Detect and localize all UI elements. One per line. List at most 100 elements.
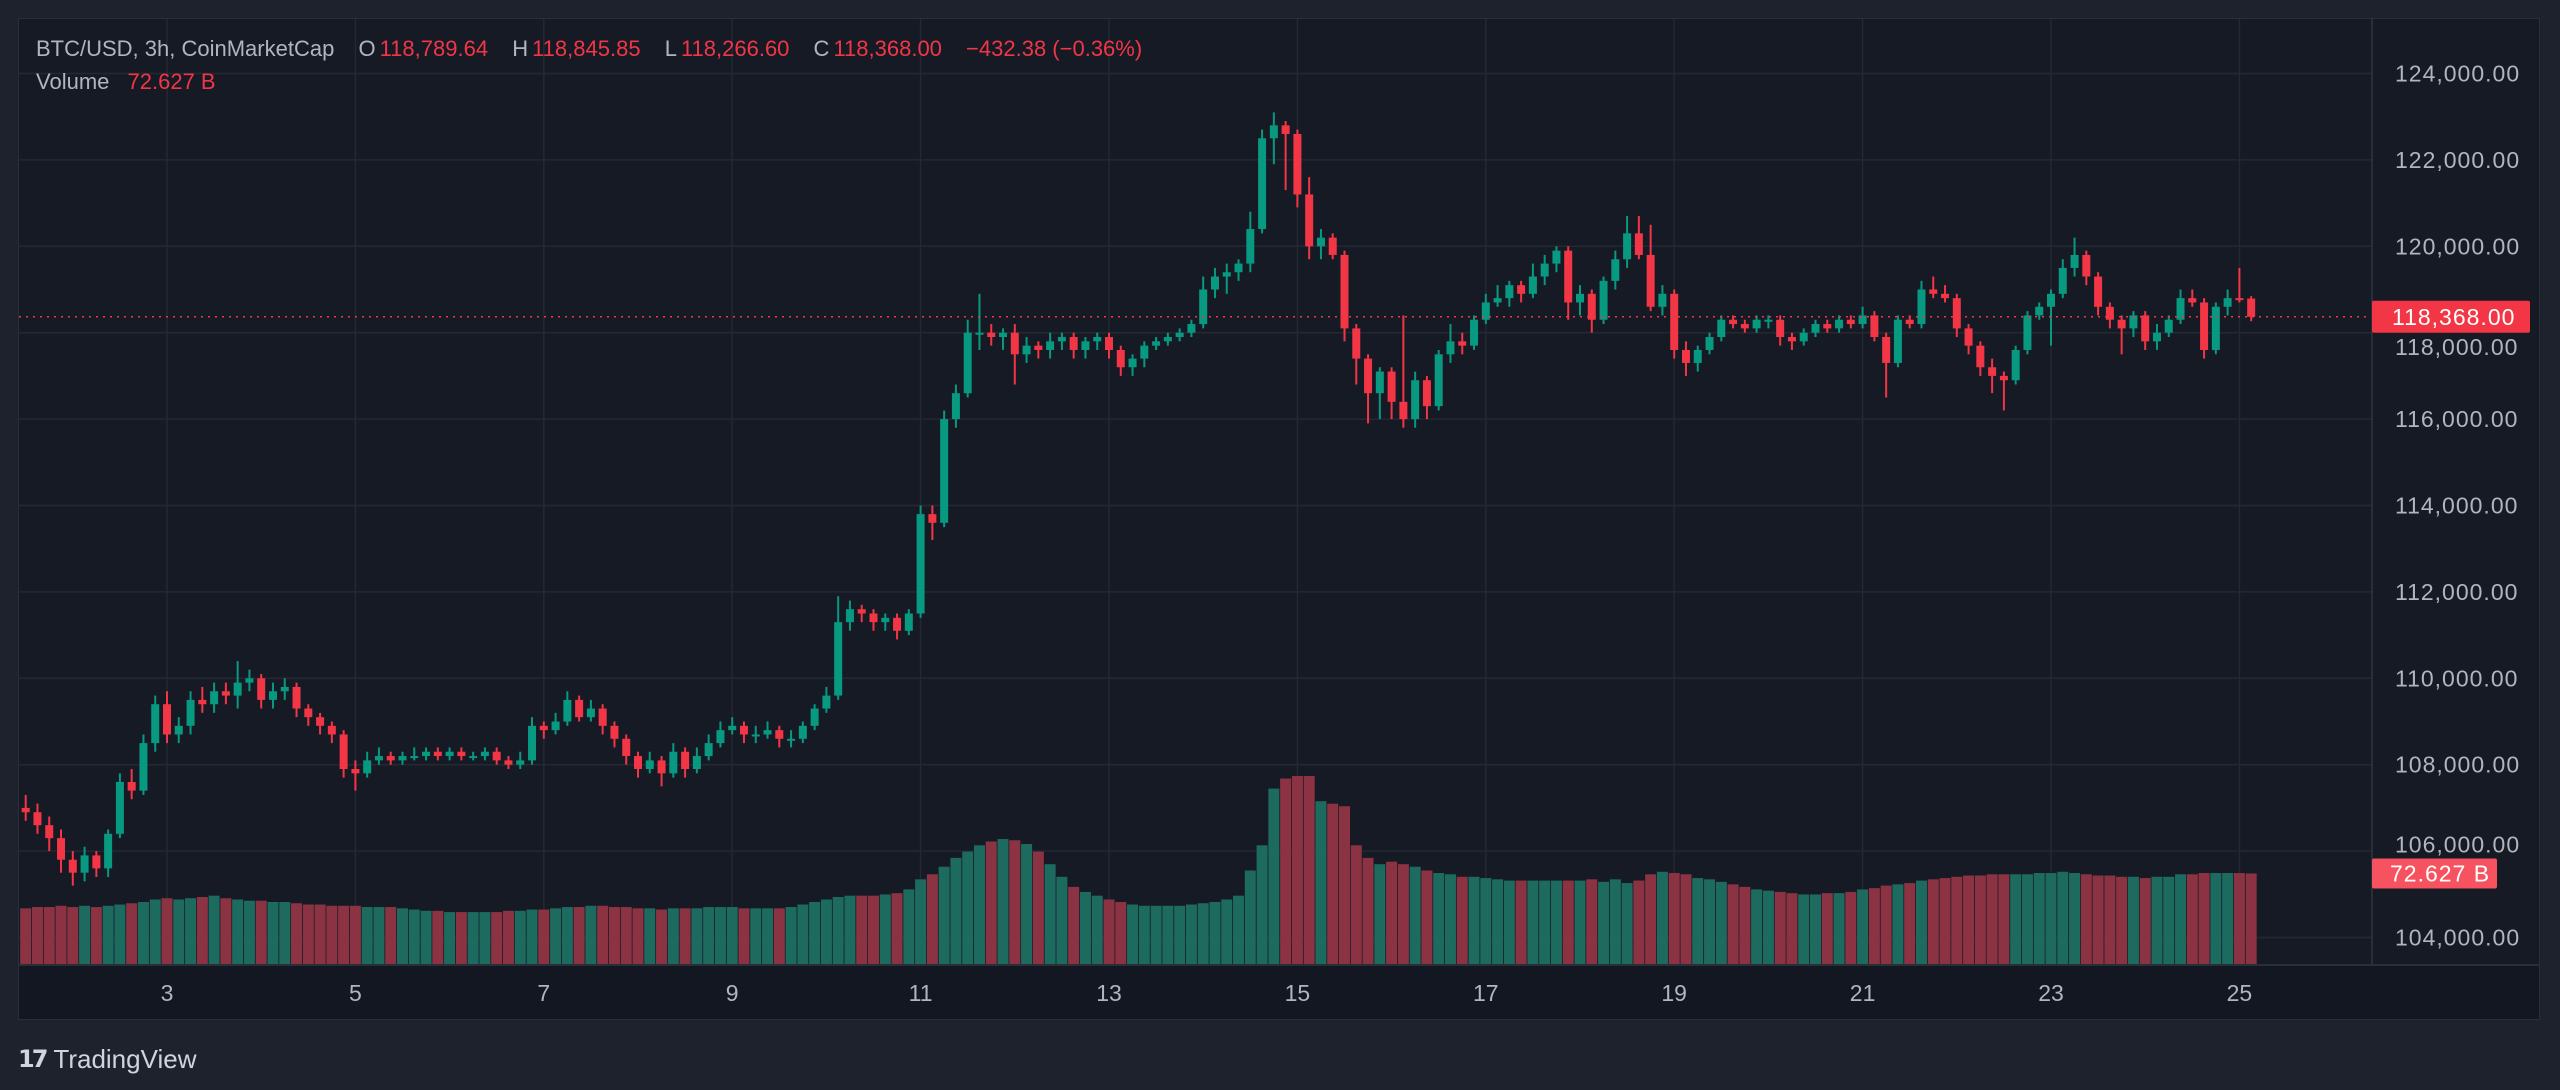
candle[interactable] <box>1434 349 1443 411</box>
candle[interactable] <box>1281 121 1290 191</box>
candle[interactable] <box>1199 276 1208 329</box>
candle[interactable] <box>2164 315 2173 338</box>
candle[interactable] <box>398 751 407 765</box>
candle[interactable] <box>963 319 972 398</box>
candle[interactable] <box>1552 246 1561 273</box>
candle[interactable] <box>563 691 572 726</box>
candle[interactable] <box>1811 319 1820 338</box>
candle[interactable] <box>1105 332 1113 359</box>
candle[interactable] <box>528 717 537 765</box>
candle[interactable] <box>798 721 807 744</box>
candle[interactable] <box>669 743 678 778</box>
candle[interactable] <box>1729 315 1738 329</box>
candle[interactable] <box>940 410 949 528</box>
candle[interactable] <box>2082 250 2091 286</box>
candle[interactable] <box>1988 358 1997 394</box>
candle[interactable] <box>598 704 607 735</box>
candle[interactable] <box>1740 319 1749 333</box>
candle[interactable] <box>1352 324 1361 385</box>
candle[interactable] <box>198 686 207 713</box>
candle[interactable] <box>163 691 171 744</box>
candle[interactable] <box>433 747 442 761</box>
candle[interactable] <box>1387 367 1396 420</box>
candle[interactable] <box>2047 289 2055 346</box>
candle[interactable] <box>1823 319 1832 333</box>
candle[interactable] <box>1269 112 1278 165</box>
candle[interactable] <box>1422 375 1431 420</box>
candle[interactable] <box>869 609 878 631</box>
candle[interactable] <box>1564 246 1573 320</box>
candle[interactable] <box>904 609 913 636</box>
candle[interactable] <box>1081 337 1090 359</box>
candle[interactable] <box>1034 341 1043 359</box>
candle[interactable] <box>1764 315 1773 329</box>
candle[interactable] <box>1540 254 1549 286</box>
candle[interactable] <box>469 751 478 761</box>
candle[interactable] <box>810 704 819 731</box>
candle[interactable] <box>775 725 784 748</box>
candle[interactable] <box>551 712 560 735</box>
candle[interactable] <box>174 717 183 744</box>
candle[interactable] <box>1163 332 1172 346</box>
candle[interactable] <box>1705 332 1714 355</box>
candle[interactable] <box>1752 315 1761 333</box>
candle[interactable] <box>57 829 66 873</box>
candle[interactable] <box>1717 315 1726 342</box>
candle[interactable] <box>292 682 301 718</box>
candle[interactable] <box>1776 315 1785 346</box>
candle[interactable] <box>1399 315 1408 428</box>
candle[interactable] <box>1210 267 1219 299</box>
candle[interactable] <box>951 384 960 428</box>
candle[interactable] <box>999 328 1008 350</box>
candle[interactable] <box>1057 332 1066 350</box>
candle[interactable] <box>139 734 148 795</box>
candle[interactable] <box>787 730 796 748</box>
candle[interactable] <box>975 293 984 350</box>
candle[interactable] <box>1658 285 1667 316</box>
candle[interactable] <box>2105 302 2114 329</box>
candle[interactable] <box>1258 129 1267 234</box>
candle[interactable] <box>539 721 548 739</box>
candle[interactable] <box>1693 345 1702 372</box>
candle[interactable] <box>1670 289 1679 359</box>
candle[interactable] <box>1893 315 1902 368</box>
candle[interactable] <box>1493 285 1502 307</box>
candle[interactable] <box>1964 324 1973 355</box>
candle[interactable] <box>610 721 619 748</box>
candle[interactable] <box>151 695 160 752</box>
candle[interactable] <box>1835 315 1844 333</box>
tradingview-brand[interactable]: 𝟭𝟳 TradingView <box>18 1044 196 1075</box>
candle[interactable] <box>2188 289 2197 307</box>
candle[interactable] <box>622 734 631 765</box>
candle[interactable] <box>1305 177 1314 260</box>
candle[interactable] <box>221 682 230 705</box>
candle[interactable] <box>1646 224 1655 312</box>
candle[interactable] <box>1340 250 1349 342</box>
candle[interactable] <box>2200 298 2209 359</box>
candle[interactable] <box>1587 289 1596 333</box>
candle[interactable] <box>1941 285 1950 303</box>
candle[interactable] <box>1010 324 1019 385</box>
candle[interactable] <box>516 751 525 770</box>
candle[interactable] <box>881 613 890 631</box>
candle[interactable] <box>634 751 642 778</box>
candle[interactable] <box>1976 341 1985 376</box>
candle[interactable] <box>280 678 289 700</box>
candle[interactable] <box>1152 337 1161 350</box>
candle[interactable] <box>104 829 113 878</box>
candle[interactable] <box>33 803 42 834</box>
candle[interactable] <box>504 756 513 770</box>
candle[interactable] <box>374 747 383 765</box>
volume-label[interactable]: Volume <box>36 69 110 94</box>
candle[interactable] <box>893 613 902 640</box>
candle[interactable] <box>1787 332 1796 350</box>
candle[interactable] <box>1917 280 1926 329</box>
symbol-title[interactable]: BTC/USD, 3h, CoinMarketCap <box>36 36 335 61</box>
candle[interactable] <box>1799 328 1808 346</box>
candle[interactable] <box>1999 371 2008 411</box>
candle[interactable] <box>210 682 219 713</box>
candle[interactable] <box>1316 229 1325 260</box>
candle[interactable] <box>1905 315 1914 329</box>
candle[interactable] <box>386 751 395 765</box>
